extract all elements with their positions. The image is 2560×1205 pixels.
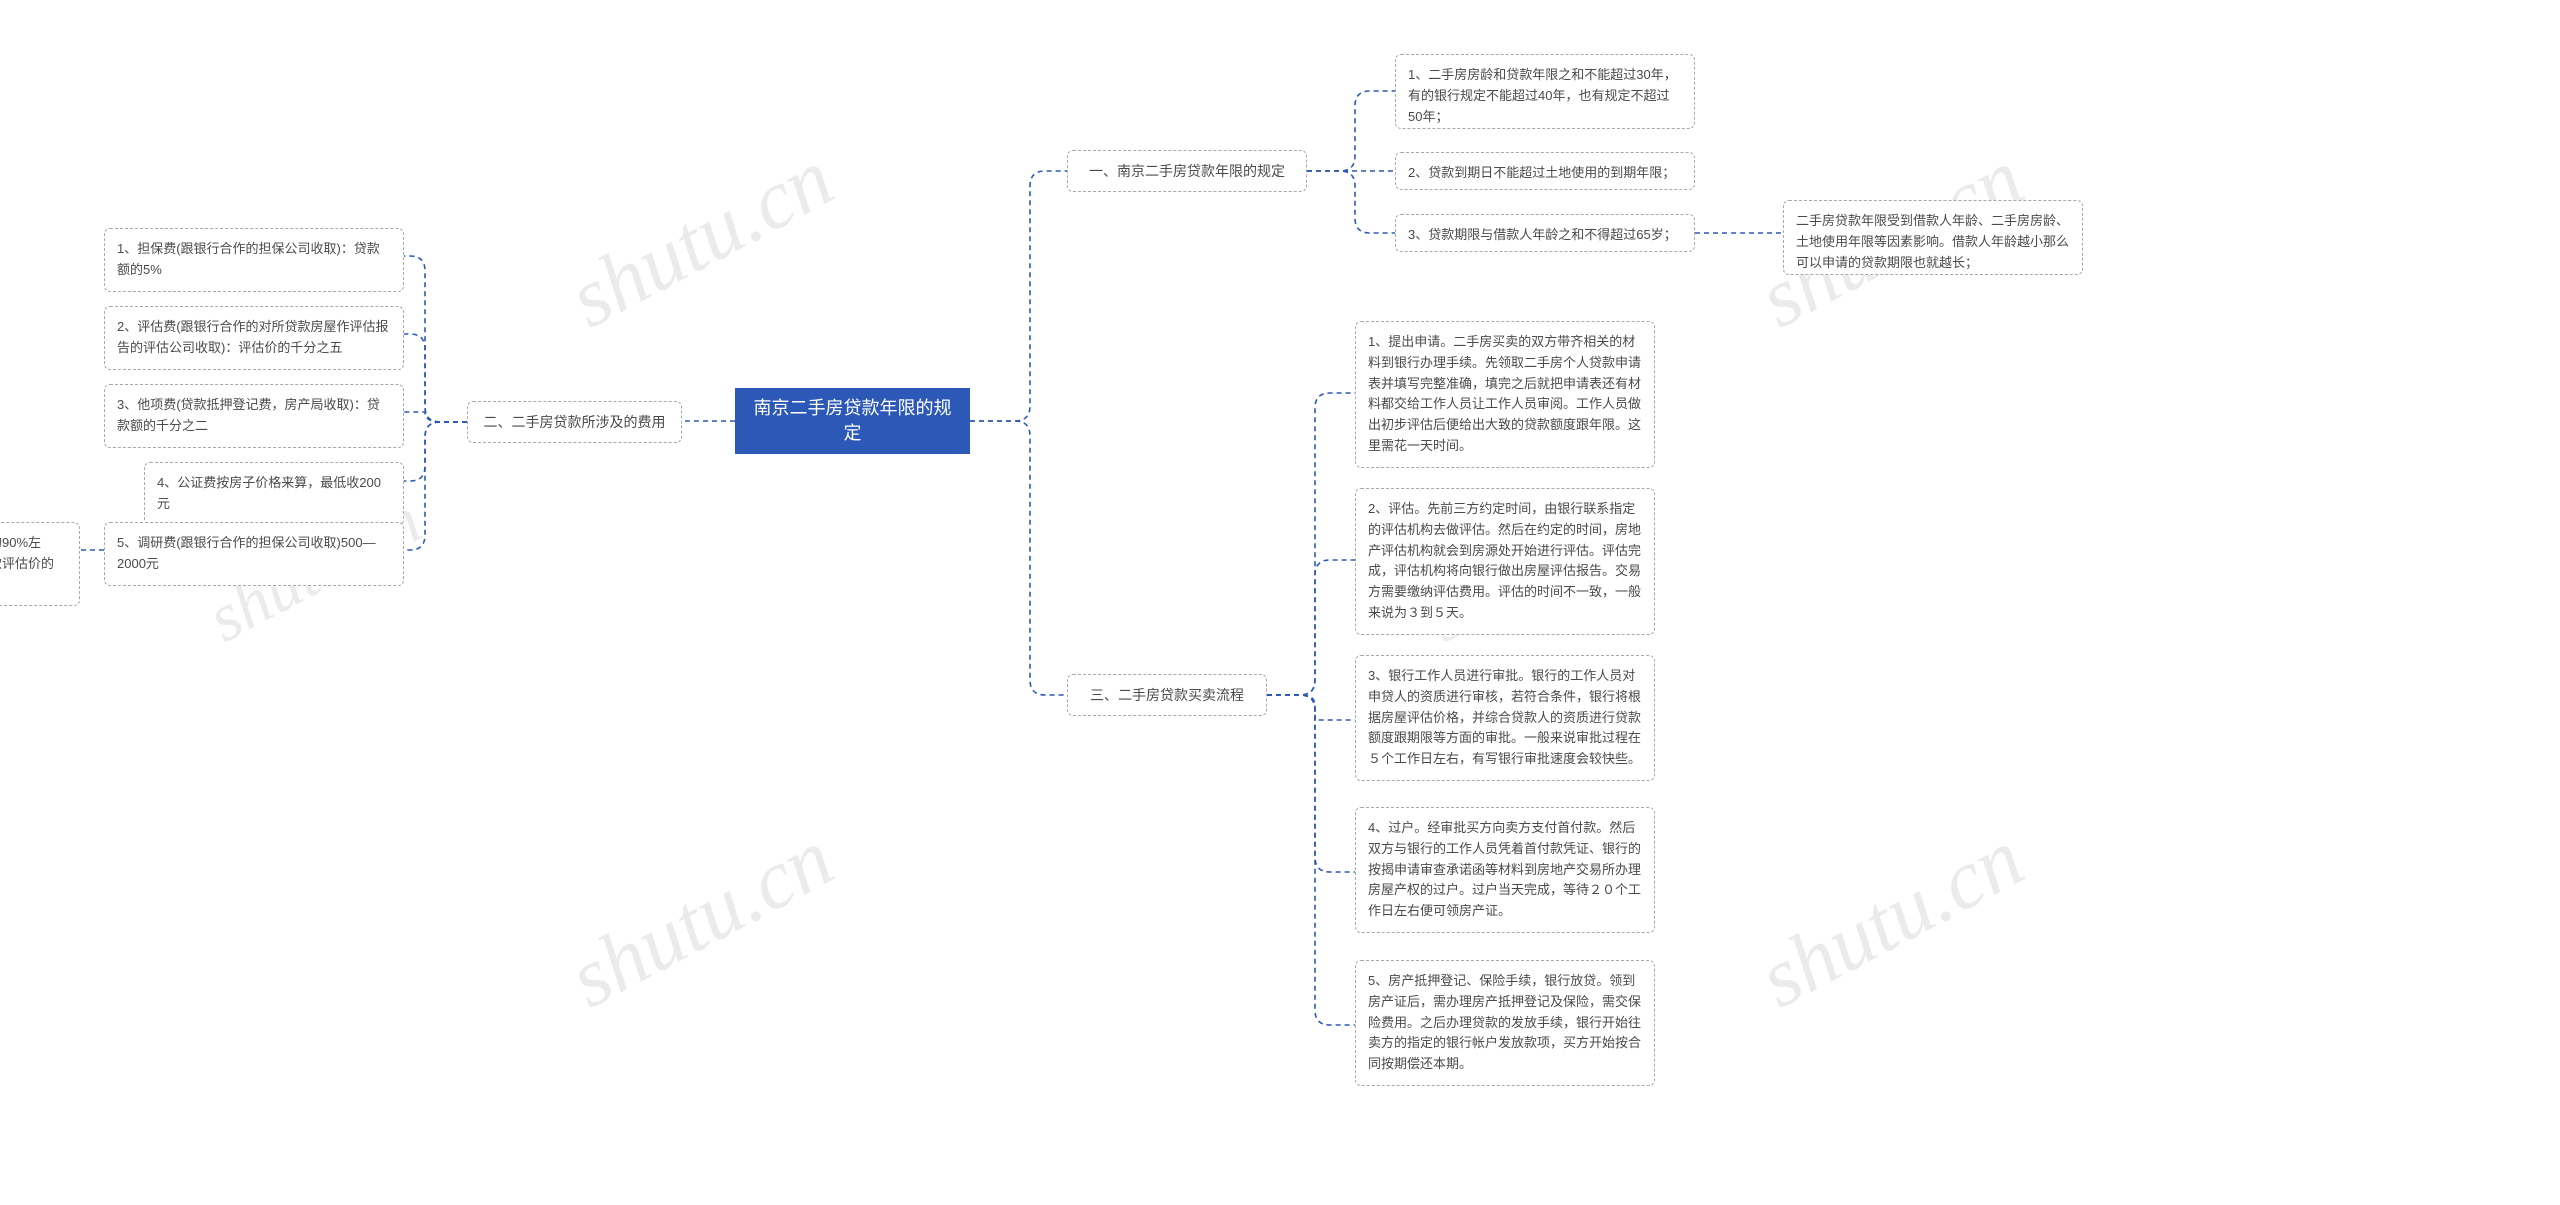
watermark: shutu.cn: [1744, 809, 2039, 1027]
branch-l1-item-2: 2、评估费(跟银行合作的对所贷款房屋作评估报告的评估公司收取)：评估价的千分之五: [104, 306, 404, 370]
branch-l1-tail: 贷款评估价一般为房屋报价的90%左右。首套房贷款最多可贷贷款评估价的70%。: [0, 522, 80, 606]
branch-r1-item-2: 2、贷款到期日不能超过土地使用的到期年限；: [1395, 152, 1695, 190]
branch-l1-item-5: 5、调研费(跟银行合作的担保公司收取)500—2000元: [104, 522, 404, 586]
branch-l1-item-4: 4、公证费按房子价格来算，最低收200元: [144, 462, 404, 526]
branch-l1-item-1: 1、担保费(跟银行合作的担保公司收取)：贷款额的5%: [104, 228, 404, 292]
branch-r2-item-4: 4、过户。经审批买方向卖方支付首付款。然后双方与银行的工作人员凭着首付款凭证、银…: [1355, 807, 1655, 933]
center-title-l1: 南京二手房贷款年限的规: [754, 398, 952, 418]
branch-l1-item-3: 3、他项费(贷款抵押登记费，房产局收取)：贷款额的千分之二: [104, 384, 404, 448]
mindmap-canvas: shutu.cn shutu.cn shutu.cn shutu.cn shut…: [0, 0, 2560, 1205]
branch-r2-item-1: 1、提出申请。二手房买卖的双方带齐相关的材料到银行办理手续。先领取二手房个人贷款…: [1355, 321, 1655, 468]
branch-r1-item-3: 3、贷款期限与借款人年龄之和不得超过65岁；: [1395, 214, 1695, 252]
branch-r2-item-5: 5、房产抵押登记、保险手续，银行放贷。领到房产证后，需办理房产抵押登记及保险，需…: [1355, 960, 1655, 1086]
center-node: 南京二手房贷款年限的规 定: [735, 388, 970, 454]
branch-r1-label: 一、南京二手房贷款年限的规定: [1067, 150, 1307, 192]
branch-r2-item-2: 2、评估。先前三方约定时间，由银行联系指定的评估机构去做评估。然后在约定的时间，…: [1355, 488, 1655, 635]
branch-r1-tail: 二手房贷款年限受到借款人年龄、二手房房龄、土地使用年限等因素影响。借款人年龄越小…: [1783, 200, 2083, 275]
branch-l1-label: 二、二手房贷款所涉及的费用: [467, 401, 682, 443]
center-title-l2: 定: [844, 423, 862, 443]
watermark: shutu.cn: [554, 809, 849, 1027]
branch-r2-item-3: 3、银行工作人员进行审批。银行的工作人员对申贷人的资质进行审核，若符合条件，银行…: [1355, 655, 1655, 781]
branch-r1-item-1: 1、二手房房龄和贷款年限之和不能超过30年，有的银行规定不能超过40年，也有规定…: [1395, 54, 1695, 129]
watermark: shutu.cn: [554, 129, 849, 347]
branch-r2-label: 三、二手房贷款买卖流程: [1067, 674, 1267, 716]
